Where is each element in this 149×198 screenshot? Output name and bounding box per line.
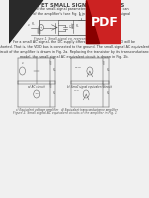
Text: c) Equivalent voltage amplifier: c) Equivalent voltage amplifier	[16, 108, 58, 112]
Text: $C_{GS}$: $C_{GS}$	[68, 24, 74, 31]
Bar	[86, 0, 121, 43]
Text: For a small AC signal, the DC supply offers zero impedance, VDD will be
shorted.: For a small AC signal, the DC supply off…	[0, 40, 149, 59]
Text: Figure 2. Small signal AC equivalent circuits of the amplifier in Fig. 1: Figure 2. Small signal AC equivalent cir…	[13, 111, 116, 115]
Text: $v_o$: $v_o$	[93, 24, 98, 31]
Text: $G_m v_i$: $G_m v_i$	[73, 89, 80, 94]
Text: $R_D$: $R_D$	[106, 66, 111, 74]
Text: $g_m v_{gs}$: $g_m v_{gs}$	[74, 66, 82, 71]
Text: +: +	[40, 26, 42, 30]
Polygon shape	[9, 0, 43, 43]
Text: a) AC circuit: a) AC circuit	[28, 85, 45, 89]
Text: $v_i$: $v_i$	[27, 22, 31, 29]
Text: $R_G$: $R_G$	[31, 21, 37, 28]
Text: $V_{DD}$: $V_{DD}$	[77, 11, 84, 19]
Text: $R_o$: $R_o$	[52, 89, 57, 97]
Polygon shape	[86, 0, 99, 43]
Text: $R_o$: $R_o$	[106, 89, 110, 97]
Text: d) Equivalent transconductance amplifier: d) Equivalent transconductance amplifier	[62, 108, 118, 112]
Text: $v_i$: $v_i$	[21, 60, 24, 67]
Text: b) Small signal equivalent circuit: b) Small signal equivalent circuit	[67, 85, 112, 89]
Text: PDF: PDF	[91, 15, 119, 29]
Text: MOSFET SMALL SIGNAL ANALYSIS: MOSFET SMALL SIGNAL ANALYSIS	[24, 3, 124, 8]
Text: biMust and the small-signal parameters are determined, we can
analyze of the amp: biMust and the small-signal parameters a…	[18, 7, 130, 16]
Text: $R_D$: $R_D$	[75, 22, 80, 30]
Text: Figure 1. Small-signal eq. representation: Figure 1. Small-signal eq. representatio…	[34, 37, 95, 41]
Text: $R_D$: $R_D$	[52, 66, 58, 74]
Text: $A_v v_i$: $A_v v_i$	[34, 91, 40, 97]
